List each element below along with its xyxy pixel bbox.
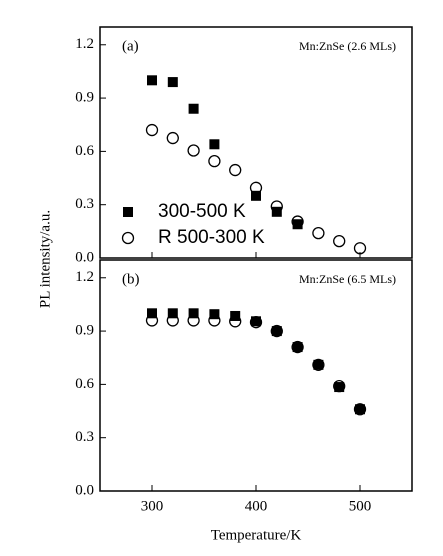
circle-marker	[145, 123, 159, 137]
annotation: Mn:ZnSe (2.6 MLs)	[299, 39, 396, 53]
square-marker	[355, 404, 365, 415]
x-axis-label: Temperature/K	[211, 527, 302, 543]
circle-marker	[270, 324, 283, 338]
circle-marker	[353, 403, 367, 416]
circle-marker	[166, 131, 179, 145]
x-tick-label: 300	[141, 498, 164, 514]
panel-label: (b)	[122, 271, 140, 287]
y-tick-label: 0.6	[75, 376, 94, 392]
x-tick-label: 400	[245, 498, 268, 514]
circle-marker	[208, 155, 221, 168]
y-tick-label: 0.3	[75, 196, 94, 212]
circle-marker	[291, 340, 304, 354]
circle-marker	[291, 215, 304, 228]
square-marker	[209, 139, 220, 150]
circle-marker	[270, 200, 283, 213]
circle-marker	[312, 358, 325, 371]
square-marker	[167, 308, 178, 319]
legend-marker	[123, 207, 133, 217]
y-tick-label: 0.6	[75, 143, 94, 159]
circle-marker	[187, 314, 200, 327]
legend-label: 300-500 K	[158, 201, 246, 222]
square-marker	[251, 190, 261, 201]
circle-marker	[166, 314, 179, 327]
square-marker	[334, 382, 345, 393]
y-tick-label: 0.0	[75, 482, 94, 498]
square-marker	[188, 308, 199, 319]
circle-marker	[229, 163, 242, 177]
panel-label: (a)	[122, 38, 139, 54]
y-tick-label: 0.0	[75, 249, 94, 265]
circle-marker	[145, 314, 159, 327]
circle-marker	[312, 226, 325, 240]
y-tick-label: 1.2	[75, 269, 94, 285]
square-marker	[251, 316, 261, 327]
square-marker	[188, 103, 199, 114]
annotation: Mn:ZnSe (6.5 MLs)	[299, 272, 396, 286]
circle-marker	[333, 380, 346, 393]
y-tick-label: 0.3	[75, 429, 94, 445]
square-marker	[147, 308, 157, 319]
square-marker	[292, 219, 303, 230]
circle-marker	[187, 144, 200, 157]
circle-marker	[249, 316, 263, 329]
circle-marker	[208, 314, 221, 327]
y-axis-label: PL intensity/a.u.	[37, 210, 53, 308]
legend-marker	[121, 231, 135, 245]
circle-marker	[229, 315, 242, 328]
plot-frame	[99, 259, 413, 492]
circle-marker	[333, 234, 346, 248]
square-marker	[313, 359, 324, 370]
x-tick-label: 500	[349, 498, 372, 514]
y-tick-label: 1.2	[75, 36, 94, 52]
square-marker	[167, 77, 178, 88]
square-marker	[292, 342, 303, 353]
circle-marker	[353, 242, 367, 255]
square-marker	[209, 309, 220, 320]
circle-marker	[249, 181, 263, 194]
legend-label: R 500-300 K	[158, 227, 265, 248]
plot-frame	[99, 26, 413, 259]
square-marker	[271, 326, 282, 337]
y-tick-label: 0.9	[75, 90, 94, 106]
square-marker	[147, 75, 157, 86]
y-tick-label: 0.9	[75, 323, 94, 339]
